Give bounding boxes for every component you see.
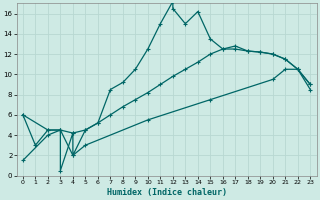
X-axis label: Humidex (Indice chaleur): Humidex (Indice chaleur) — [107, 188, 227, 197]
